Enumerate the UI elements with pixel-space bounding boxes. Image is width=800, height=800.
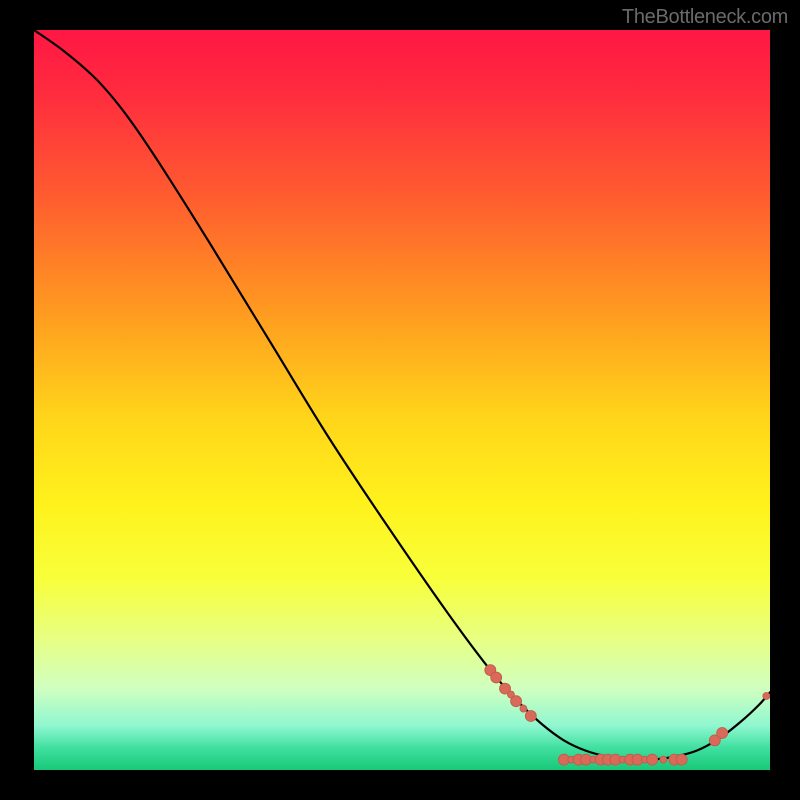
data-marker [511, 696, 522, 707]
data-marker [717, 728, 728, 739]
gradient-plot-area [34, 30, 770, 770]
data-marker [525, 710, 536, 721]
data-marker [647, 754, 658, 765]
data-marker [676, 754, 687, 765]
data-marker [491, 672, 502, 683]
watermark-text: TheBottleneck.com [622, 6, 788, 29]
data-marker [763, 693, 770, 700]
data-marker [660, 756, 667, 763]
data-marker [520, 705, 527, 712]
